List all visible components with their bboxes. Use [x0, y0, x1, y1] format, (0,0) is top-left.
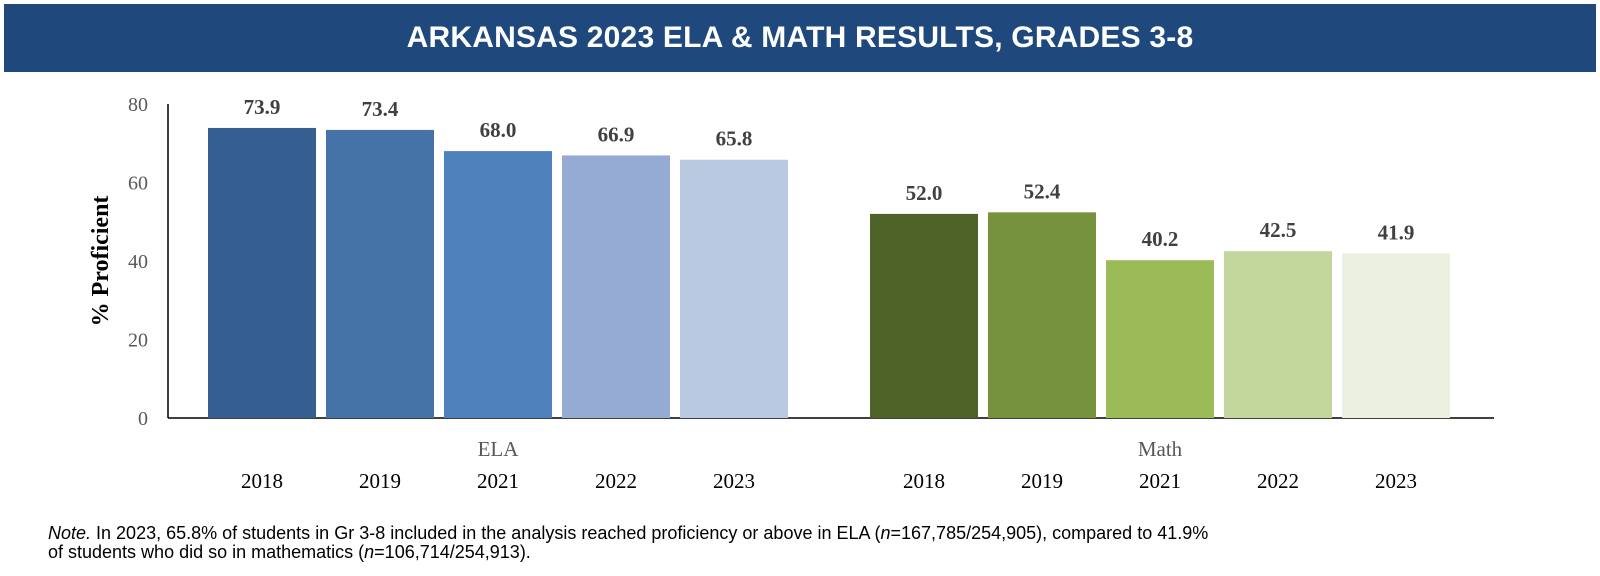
note-n-symbol-1: n	[880, 523, 891, 543]
note-text-2: =167,785/254,905), compared to 41.9%	[890, 523, 1209, 543]
y-tick-label: 40	[128, 251, 148, 273]
x-tick-label: 2018	[903, 469, 945, 493]
x-tick-label: 2019	[1021, 469, 1063, 493]
group-label: Math	[1138, 437, 1183, 461]
note-text-4: =106,714/254,913).	[374, 542, 531, 562]
data-label: 65.8	[716, 127, 753, 151]
bar	[208, 127, 316, 418]
data-label: 52.0	[906, 181, 943, 205]
y-tick-label: 80	[128, 94, 148, 116]
data-label: 73.4	[362, 97, 399, 121]
bar	[326, 129, 434, 418]
bar	[680, 159, 788, 419]
title-banner: ARKANSAS 2023 ELA & MATH RESULTS, GRADES…	[4, 4, 1596, 72]
note-text-3: of students who did so in mathematics (	[48, 542, 365, 562]
x-tick-label: 2023	[713, 469, 755, 493]
group-label: ELA	[478, 437, 520, 461]
data-label: 41.9	[1378, 221, 1415, 245]
bar	[444, 151, 552, 418]
x-tick-label: 2022	[595, 469, 637, 493]
bar	[870, 213, 978, 418]
bar	[1106, 260, 1214, 418]
y-tick-label: 20	[128, 330, 148, 352]
note-text-1: In 2023, 65.8% of students in Gr 3-8 inc…	[91, 523, 881, 543]
x-tick-label: 2022	[1257, 469, 1299, 493]
bar	[1342, 253, 1450, 418]
data-label: 42.5	[1260, 218, 1297, 242]
x-tick-label: 2019	[359, 469, 401, 493]
x-tick-label: 2018	[241, 469, 283, 493]
x-tick-label: 2021	[477, 469, 519, 493]
chart-note: Note. In 2023, 65.8% of students in Gr 3…	[48, 524, 1588, 562]
data-label: 66.9	[598, 122, 635, 146]
data-label: 73.9	[244, 95, 281, 119]
bar-chart: 0 20 40 60 80 % Proficient 73.9 2018 73.4 2019 68.…	[88, 94, 1494, 493]
note-label: Note.	[48, 523, 92, 543]
y-axis-title: % Proficient	[88, 196, 114, 327]
data-label: 68.0	[480, 118, 517, 142]
chart-title: ARKANSAS 2023 ELA & MATH RESULTS, GRADES…	[406, 21, 1194, 54]
bar	[988, 212, 1096, 418]
bar	[562, 155, 670, 418]
y-tick-label: 0	[138, 408, 148, 430]
data-label: 40.2	[1142, 227, 1179, 251]
note-n-symbol-2: n	[364, 542, 375, 562]
bar	[1224, 251, 1332, 418]
x-tick-label: 2021	[1139, 469, 1181, 493]
x-tick-label: 2023	[1375, 469, 1417, 493]
data-label: 52.4	[1024, 179, 1061, 203]
y-tick-label: 60	[128, 173, 148, 195]
